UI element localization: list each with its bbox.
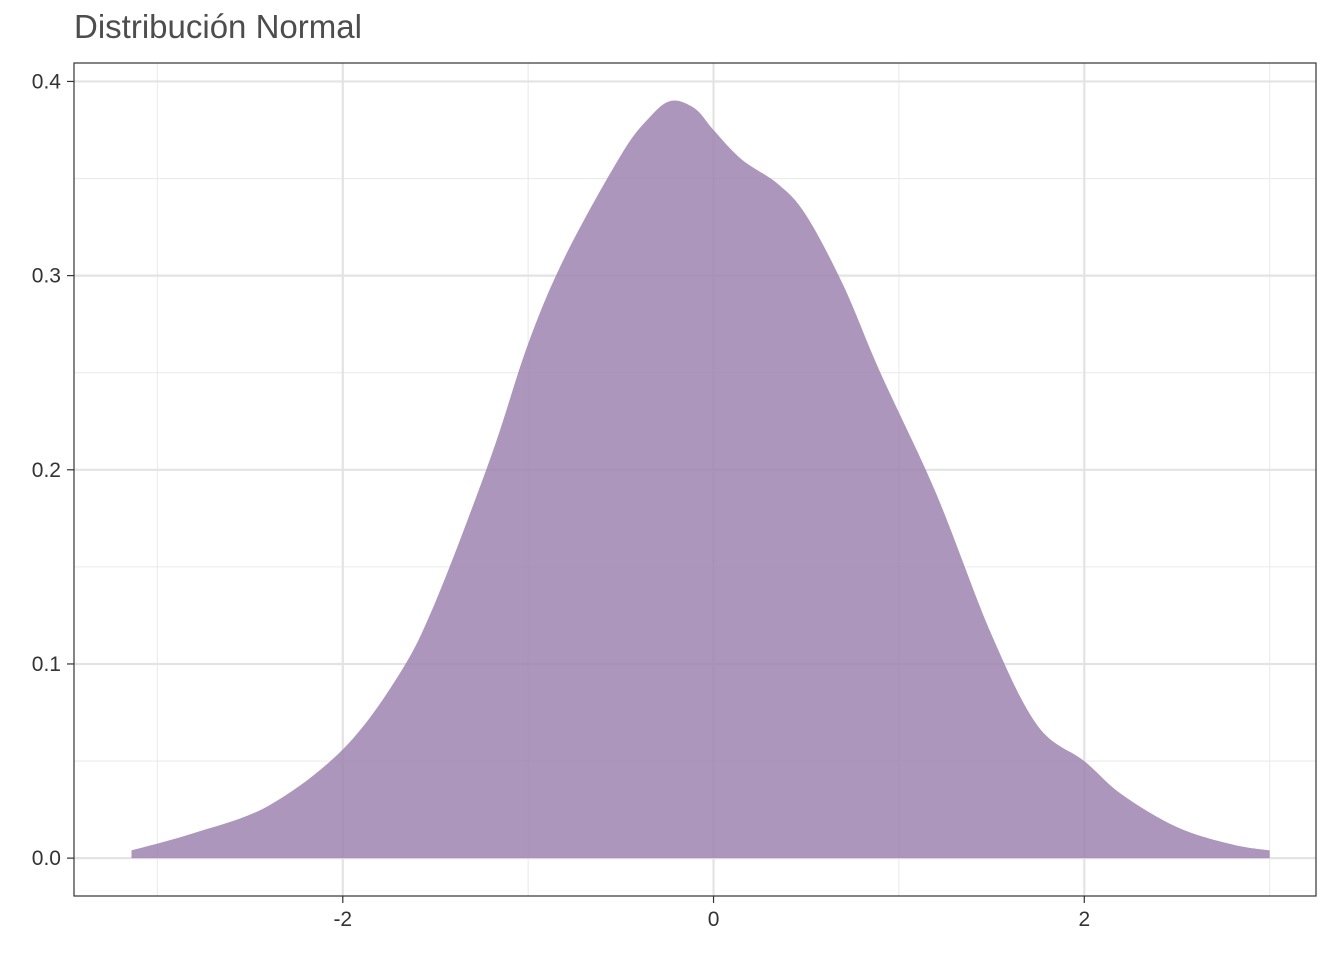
density-area (131, 100, 1270, 859)
y-axis: 0.0 0.1 0.2 0.3 0.4 (32, 70, 74, 870)
x-axis: -2 0 2 (333, 896, 1090, 931)
plot-border (73, 62, 1317, 897)
x-tick-label: 0 (708, 908, 720, 931)
y-tick-label: 0.1 (32, 653, 61, 676)
chart-title: Distribución Normal (74, 8, 362, 45)
x-tick-label: 2 (1078, 908, 1090, 931)
y-tick-label: 0.3 (32, 265, 61, 288)
x-tick-label: -2 (333, 908, 352, 931)
y-tick-label: 0.4 (32, 70, 62, 93)
y-tick-label: 0.2 (32, 459, 61, 482)
y-tick-label: 0.0 (32, 847, 61, 870)
